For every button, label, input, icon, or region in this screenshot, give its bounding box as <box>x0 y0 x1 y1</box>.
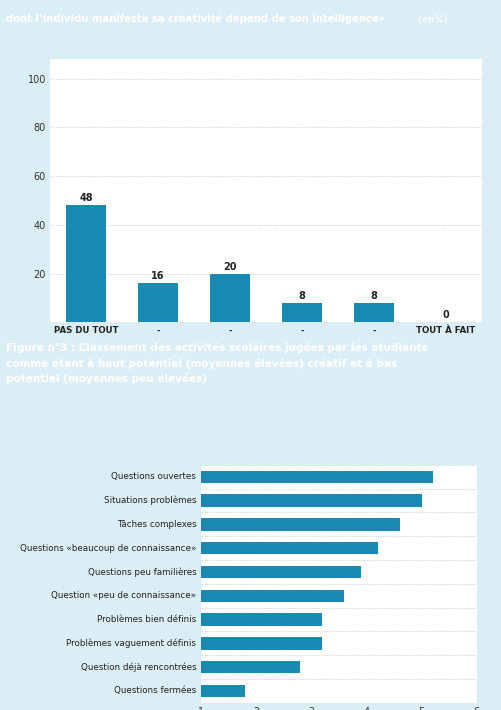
Bar <box>138 283 177 322</box>
Bar <box>145 471 432 483</box>
Text: Figure n°3 : Classement des activités scolaires jugées par les étudiants
comme é: Figure n°3 : Classement des activités sc… <box>6 343 427 383</box>
Bar <box>354 302 393 322</box>
Text: Questions ouvertes: Questions ouvertes <box>111 472 196 481</box>
Bar <box>145 494 421 507</box>
Text: Question déjà rencontrées: Question déjà rencontrées <box>81 662 196 672</box>
Text: dont l’individu manifeste sa créativité dépend de son intelligence»: dont l’individu manifeste sa créativité … <box>6 13 384 24</box>
Text: Questions fermées: Questions fermées <box>114 687 196 696</box>
Bar <box>66 205 106 322</box>
Bar <box>210 273 249 322</box>
Text: Problèmes bien définis: Problèmes bien définis <box>97 615 196 624</box>
Bar <box>145 613 322 626</box>
Text: Problèmes vaguement définis: Problèmes vaguement définis <box>66 638 196 648</box>
Bar <box>145 637 322 650</box>
Bar <box>282 302 321 322</box>
Text: Questions «beaucoup de connaissance»: Questions «beaucoup de connaissance» <box>20 544 196 552</box>
Text: 20: 20 <box>223 261 236 272</box>
Text: 48: 48 <box>79 193 93 204</box>
Bar <box>145 589 344 602</box>
Text: 16: 16 <box>151 271 164 281</box>
Text: (en%): (en%) <box>414 14 446 24</box>
Bar <box>145 661 300 673</box>
Text: 8: 8 <box>298 291 305 301</box>
Bar <box>145 566 360 578</box>
Text: 8: 8 <box>370 291 377 301</box>
Text: Question «peu de connaissance»: Question «peu de connaissance» <box>51 591 196 600</box>
Text: Questions peu familières: Questions peu familières <box>88 567 196 577</box>
Text: Tâches complexes: Tâches complexes <box>117 520 196 529</box>
Bar <box>145 542 377 555</box>
Text: Situations problèmes: Situations problèmes <box>104 496 196 506</box>
Bar <box>145 685 244 697</box>
Bar <box>145 518 399 530</box>
Text: 0: 0 <box>442 310 448 320</box>
